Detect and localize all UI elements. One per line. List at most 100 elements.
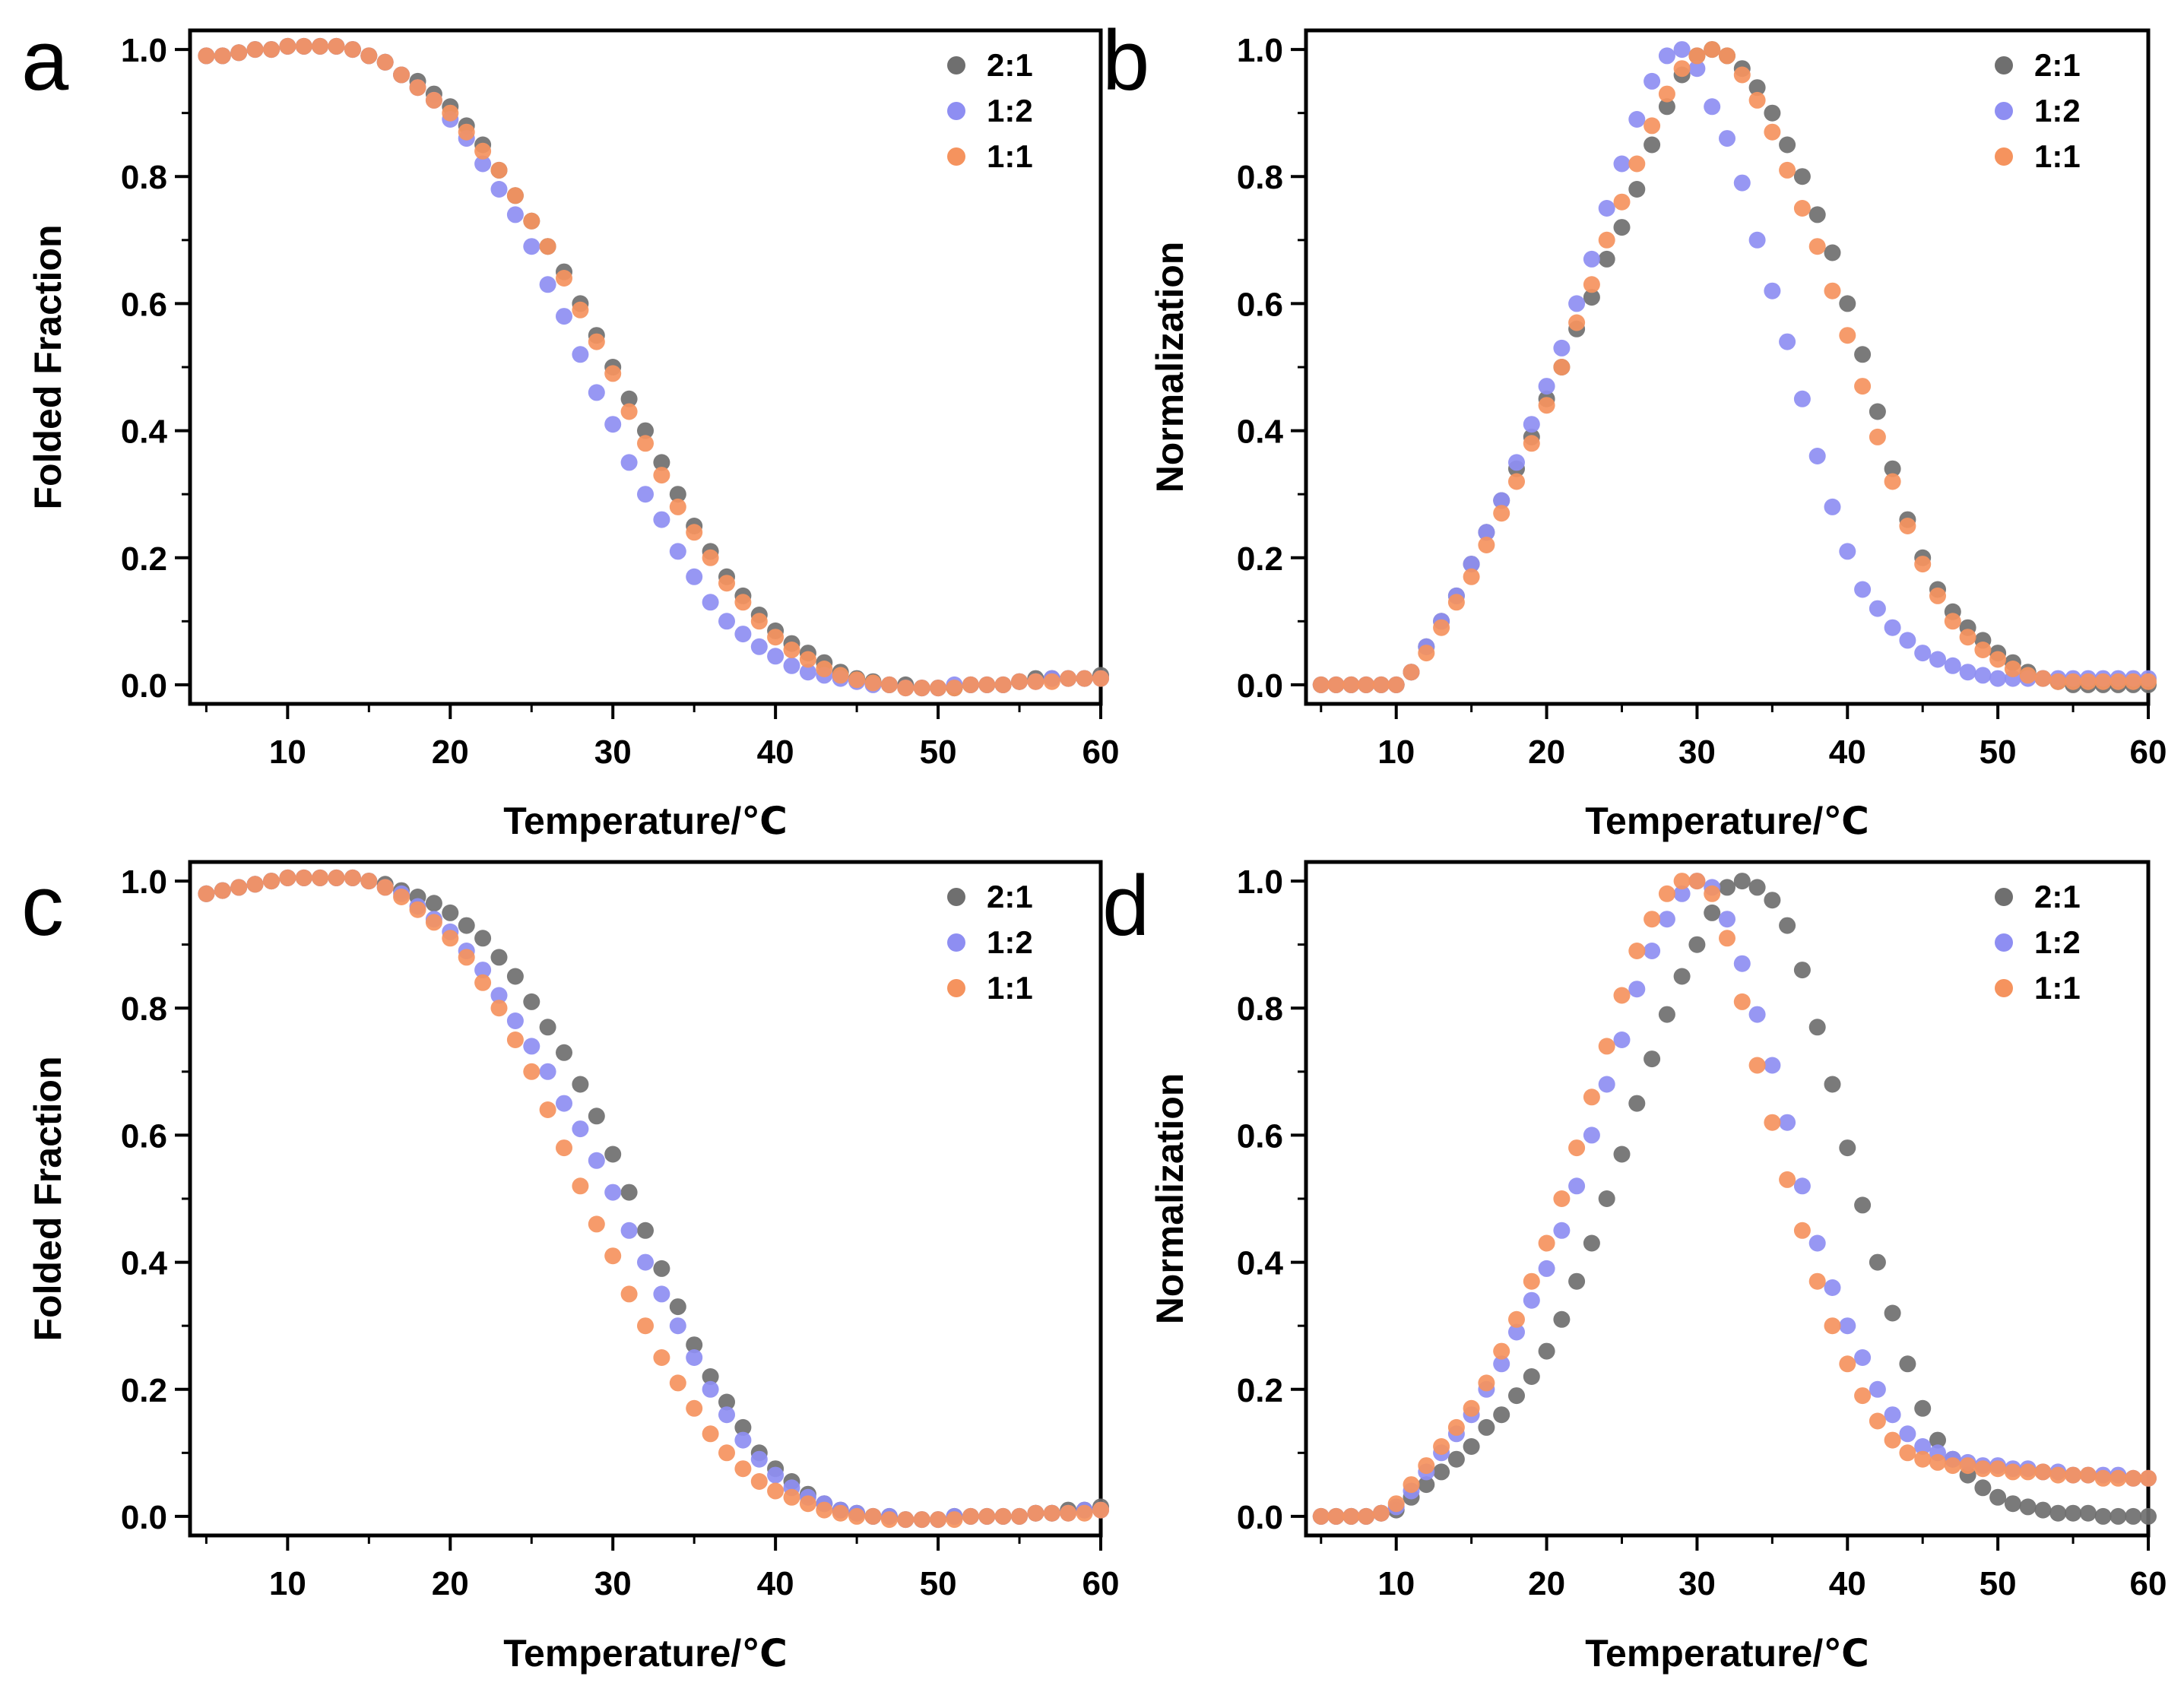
data-point [1538,1234,1555,1252]
y-tick-label: 0.8 [121,990,167,1028]
data-point [1583,289,1600,306]
legend-label: 1:1 [2034,970,2081,1006]
data-point [539,1063,556,1080]
data-point [1673,873,1691,890]
data-point [1358,676,1375,693]
data-point [1628,111,1646,128]
data-point [620,390,638,407]
data-point [718,575,735,592]
legend: 2:1 1:2 1:1 [1995,879,2081,1006]
data-point [1060,1504,1077,1522]
data-point [1733,66,1751,84]
data-point [2094,1469,2112,1487]
data-point [2125,1469,2142,1487]
data-point [1553,1190,1571,1207]
data-point [994,676,1012,693]
data-point [1372,1504,1390,1522]
data-point [604,365,622,382]
data-point [1688,47,1706,65]
data-point [1869,403,1886,420]
data-point [1839,1355,1856,1373]
data-point [1914,1399,1932,1417]
x-tick-label: 20 [432,1565,469,1602]
data-point [1779,1114,1796,1131]
data-point [2110,1469,2127,1487]
data-point [864,674,882,692]
panel-c: c 10 20 30 40 50 600.00.20.40.60.81.0 2:11:21… [21,858,1119,1675]
data-point [2125,1507,2142,1525]
data-point [1463,568,1480,585]
legend: 2:1 1:2 1:1 [1995,47,2081,174]
data-point [2065,1466,2082,1484]
data-point [1598,200,1615,217]
data-point [1523,435,1540,452]
data-point [344,41,361,59]
data-point [1403,664,1420,681]
data-point [816,661,833,677]
data-point [1793,962,1811,979]
data-point [750,613,768,630]
data-point [832,1504,849,1522]
data-point [1748,91,1766,109]
x-tick-label: 60 [2130,1565,2167,1602]
data-point [474,930,492,947]
legend: 2:1 1:2 1:1 [947,879,1033,1006]
data-point [1808,206,1826,223]
data-point [1929,587,1946,604]
data-point [376,879,394,896]
data-point [1568,1177,1586,1195]
data-point [1748,231,1766,249]
data-point [1839,1317,1856,1335]
data-point [702,1368,719,1385]
data-point [1553,359,1571,376]
data-point [506,187,524,204]
data-point [1583,1234,1600,1252]
data-point [1583,1127,1600,1144]
data-point [442,104,459,122]
data-point [1884,1304,1901,1322]
data-point [506,968,524,985]
x-tick-label: 30 [594,734,632,771]
data-point [214,47,231,65]
data-point [539,276,556,293]
x-tick-label: 10 [269,1565,306,1602]
data-point [1358,1507,1375,1525]
data-point [1899,1444,1916,1462]
x-tick-label: 10 [1377,1565,1415,1602]
data-point [1658,47,1675,65]
data-point [1658,885,1675,902]
data-point [263,41,280,59]
data-point [393,889,410,905]
data-point [1613,155,1631,173]
data-point [2140,673,2157,690]
data-point [2094,1507,2112,1525]
y-tick-label: 0.4 [121,1245,168,1282]
data-point [572,301,589,318]
data-point [718,1393,735,1411]
data-point [360,47,378,65]
data-point [1974,667,1992,684]
data-point [1704,904,1721,921]
data-point [1854,581,1872,598]
data-point [653,467,670,484]
data-point [490,161,508,179]
data-point [1884,619,1901,636]
x-tick-label: 20 [1528,1565,1565,1602]
data-point [1824,282,1841,299]
data-point [962,1507,979,1525]
legend-label: 1:2 [987,93,1033,128]
x-tick-label: 60 [1082,1565,1120,1602]
data-point [767,1466,785,1484]
data-point [523,1063,540,1080]
data-point [1538,1260,1555,1277]
data-point [2110,1507,2127,1525]
data-point [1553,1222,1571,1239]
data-point [1929,651,1946,668]
data-point [2049,1466,2067,1484]
data-points [1312,873,2157,1525]
data-point [864,1507,882,1525]
data-point [2079,673,2097,690]
legend-marker [1995,147,2013,166]
data-point [198,885,215,902]
data-point [734,1418,752,1436]
